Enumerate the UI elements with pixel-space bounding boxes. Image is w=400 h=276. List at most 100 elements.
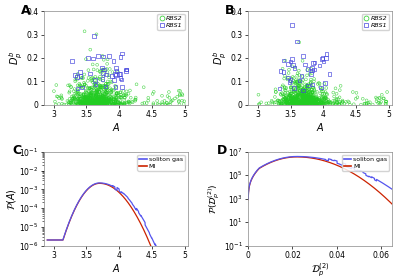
Point — [279, 102, 286, 106]
Point — [282, 88, 288, 92]
Point — [90, 99, 97, 103]
Point — [320, 102, 326, 107]
Point — [294, 95, 301, 99]
Point — [303, 102, 310, 107]
Point — [86, 86, 93, 91]
Point — [107, 98, 114, 102]
Point — [383, 102, 389, 106]
Point — [289, 101, 295, 106]
Point — [99, 95, 106, 99]
Point — [90, 92, 96, 96]
Point — [298, 102, 305, 107]
Point — [88, 93, 94, 98]
Point — [80, 92, 87, 97]
Point — [113, 85, 120, 89]
Point — [117, 91, 124, 95]
Point — [84, 97, 90, 101]
Point — [292, 102, 299, 106]
Point — [319, 100, 325, 105]
Point — [114, 100, 121, 104]
Point — [296, 101, 302, 105]
Point — [122, 95, 128, 100]
Point — [84, 100, 90, 105]
Point — [324, 91, 330, 96]
Point — [311, 77, 317, 81]
Point — [120, 93, 126, 98]
Point — [309, 99, 316, 103]
Point — [97, 94, 104, 98]
Point — [108, 74, 115, 78]
Point — [102, 88, 108, 93]
Point — [91, 88, 98, 92]
Point — [308, 91, 314, 95]
Point — [95, 100, 101, 105]
Point — [67, 101, 73, 105]
Point — [75, 99, 82, 104]
Point — [117, 95, 123, 99]
Point — [313, 95, 319, 100]
Point — [87, 98, 93, 103]
Point — [296, 80, 302, 84]
Point — [306, 98, 312, 102]
Point — [300, 101, 306, 106]
Point — [309, 91, 316, 95]
Point — [277, 92, 284, 96]
Point — [305, 100, 311, 104]
Point — [256, 102, 263, 106]
Point — [100, 97, 106, 102]
Point — [285, 102, 291, 107]
Point — [150, 92, 156, 96]
Point — [96, 100, 103, 104]
Point — [95, 102, 102, 107]
Point — [74, 86, 81, 91]
Point — [106, 99, 113, 103]
Point — [302, 89, 308, 93]
Point — [300, 102, 306, 106]
Point — [336, 102, 342, 107]
Point — [118, 85, 125, 89]
Point — [96, 99, 102, 103]
Point — [302, 91, 308, 95]
Point — [121, 93, 127, 97]
Point — [93, 90, 100, 94]
Point — [82, 98, 88, 103]
Point — [313, 98, 319, 102]
Point — [303, 97, 309, 101]
X-axis label: $A$: $A$ — [112, 262, 120, 274]
Point — [303, 77, 309, 82]
Point — [313, 102, 320, 106]
Point — [306, 89, 313, 93]
Point — [298, 94, 305, 98]
Point — [81, 29, 88, 33]
Point — [285, 97, 292, 102]
Point — [100, 94, 106, 98]
Point — [74, 97, 80, 101]
Point — [284, 102, 290, 107]
Point — [145, 95, 152, 100]
Point — [316, 95, 322, 100]
Point — [80, 95, 86, 100]
Point — [312, 99, 318, 104]
Point — [98, 102, 105, 106]
Point — [118, 95, 124, 100]
Point — [98, 87, 104, 92]
Point — [74, 101, 80, 106]
Point — [113, 102, 120, 107]
Point — [282, 100, 289, 105]
Point — [96, 89, 102, 94]
Point — [92, 78, 98, 82]
Point — [77, 100, 83, 104]
Point — [107, 86, 113, 91]
Point — [292, 100, 299, 104]
Point — [93, 94, 99, 98]
Point — [114, 91, 120, 95]
Point — [318, 94, 325, 99]
Point — [333, 97, 340, 101]
Point — [85, 55, 91, 60]
Point — [299, 59, 306, 63]
Point — [74, 74, 80, 79]
Point — [324, 102, 330, 106]
Point — [105, 98, 112, 102]
Point — [309, 99, 315, 104]
Point — [107, 102, 113, 107]
